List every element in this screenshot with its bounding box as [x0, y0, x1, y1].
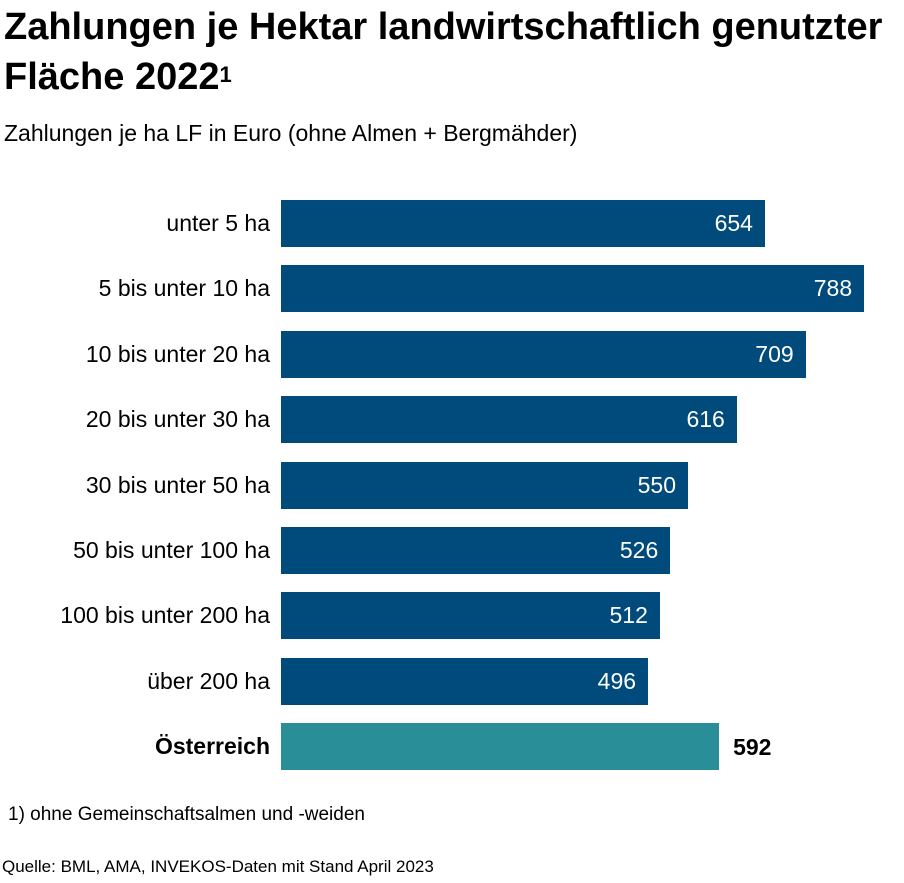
bar	[281, 592, 660, 640]
data-label: 512	[609, 602, 648, 629]
bar	[281, 527, 671, 574]
data-label: 592	[733, 734, 772, 761]
data-label: 616	[686, 406, 725, 433]
category-label: über 200 ha	[147, 667, 270, 694]
footnote: 1) ohne Gemeinschaftsalmen und -weiden	[8, 804, 365, 825]
source-note: Quelle: BML, AMA, INVEKOS-Daten mit Stan…	[2, 857, 434, 876]
data-label: 496	[597, 667, 637, 694]
bar	[281, 461, 688, 509]
bar	[281, 265, 865, 313]
data-label: 709	[755, 340, 794, 367]
data-label: 526	[619, 537, 659, 563]
bar	[281, 657, 649, 705]
chart-subtitle: Zahlungen je ha LF in Euro (ohne Almen +…	[4, 120, 578, 146]
category-label: 100 bis unter 200 ha	[60, 602, 270, 629]
data-label: 788	[813, 275, 853, 302]
category-label: 10 bis unter 20 ha	[85, 340, 270, 367]
bar	[281, 396, 737, 444]
bar	[281, 200, 765, 247]
category-label: 5 bis unter 10 ha	[98, 275, 270, 302]
category-label: 20 bis unter 30 ha	[85, 406, 270, 433]
data-label: 654	[714, 210, 753, 236]
bar-total	[281, 723, 720, 771]
category-label: 30 bis unter 50 ha	[85, 471, 270, 498]
title-footnote-mark: 1	[219, 62, 232, 87]
category-label: Österreich	[154, 733, 270, 760]
bar	[281, 330, 806, 378]
bar-chart: unter 5 ha 654 5 bis unter 10 ha 788 10 bis …	[0, 190, 904, 790]
category-label: unter 5 ha	[166, 210, 270, 236]
data-label: 550	[637, 471, 676, 498]
chart-title: Zahlungen je Hektar landwirtschaftlich g…	[4, 6, 883, 98]
category-label: 50 bis unter 100 ha	[73, 537, 270, 563]
